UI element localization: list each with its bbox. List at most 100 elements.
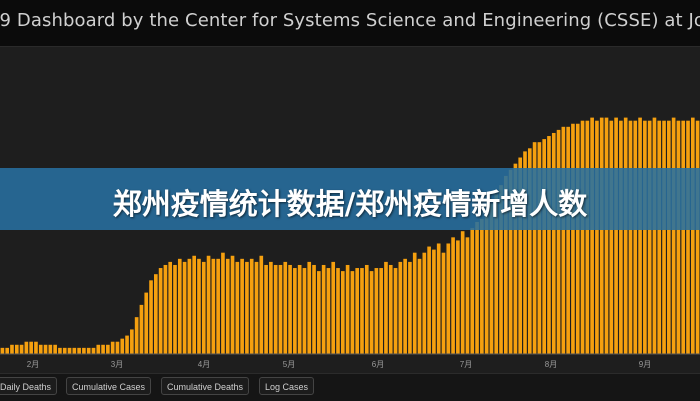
bar <box>475 221 479 354</box>
bar <box>317 271 321 354</box>
bar <box>441 252 446 354</box>
bar <box>432 249 436 354</box>
bar <box>331 261 336 354</box>
dashboard-title: ID-19 Dashboard by the Center for System… <box>0 10 700 31</box>
bar <box>34 341 38 354</box>
bar <box>590 117 594 354</box>
bar <box>393 268 398 354</box>
bar <box>542 139 546 354</box>
bar <box>269 261 273 354</box>
bar <box>614 117 618 354</box>
bar <box>585 120 590 355</box>
daily-cases-chart: 2月 3月 4月 5月 6月 7月 8月 9月 <box>0 117 700 369</box>
bar <box>106 344 110 354</box>
bar <box>115 341 120 354</box>
bar <box>456 240 460 354</box>
bar <box>173 264 177 354</box>
bar <box>638 117 642 354</box>
bar <box>48 344 53 354</box>
bar <box>19 344 24 354</box>
bar <box>77 347 81 354</box>
tab-daily-deaths[interactable]: Daily Deaths <box>0 377 58 395</box>
bar <box>336 268 340 354</box>
bar <box>177 258 182 354</box>
bar <box>460 231 465 354</box>
bar <box>120 338 125 354</box>
bar <box>125 335 129 354</box>
bar <box>523 151 527 354</box>
bar <box>0 347 5 354</box>
bar <box>547 136 551 354</box>
chart-tab-bar: Daily Deaths Cumulative Cases Cumulative… <box>0 373 700 401</box>
bar <box>513 163 518 354</box>
bar <box>398 261 403 354</box>
x-tick-label: 9月 <box>639 360 651 369</box>
bar <box>403 258 407 354</box>
bar <box>374 268 379 354</box>
bar <box>293 268 297 354</box>
bar <box>206 255 211 354</box>
bar <box>388 264 393 354</box>
bar <box>24 341 29 354</box>
bar <box>571 123 575 354</box>
bar <box>690 117 695 354</box>
bar <box>465 237 470 354</box>
bar <box>197 258 201 354</box>
bar <box>168 261 173 354</box>
bar <box>537 142 542 354</box>
bar <box>130 329 134 354</box>
bar <box>355 268 360 354</box>
bar <box>62 347 67 354</box>
bar <box>566 126 570 354</box>
bar <box>580 120 585 355</box>
bar <box>508 169 513 354</box>
bar <box>96 344 101 354</box>
bar <box>575 123 580 354</box>
bar <box>278 264 283 354</box>
bar <box>58 347 62 354</box>
bar <box>38 344 43 354</box>
bar <box>412 252 417 354</box>
bar <box>158 268 163 354</box>
banner-title: 郑州疫情统计数据/郑州疫情新增人数 <box>112 187 588 221</box>
bar <box>91 347 96 354</box>
bar <box>192 255 196 354</box>
bar <box>667 120 671 355</box>
x-tick-label: 5月 <box>283 360 295 369</box>
bar <box>408 261 412 354</box>
bar <box>163 264 168 354</box>
bar <box>633 120 638 355</box>
bar <box>345 264 350 354</box>
bar <box>216 258 220 354</box>
bar <box>187 258 192 354</box>
x-tick-label: 7月 <box>460 360 472 369</box>
tab-log-cases[interactable]: Log Cases <box>259 377 315 395</box>
bar <box>312 264 316 354</box>
bar <box>283 261 288 354</box>
bar <box>259 255 264 354</box>
bar <box>527 148 532 354</box>
bar <box>595 120 599 355</box>
bar <box>201 261 206 354</box>
bar <box>264 264 268 354</box>
bar <box>379 268 383 354</box>
bar <box>302 268 307 354</box>
bar <box>657 120 662 355</box>
bar <box>384 261 388 354</box>
bar <box>235 261 240 354</box>
bar <box>671 117 676 354</box>
bar <box>427 246 431 354</box>
bar <box>321 264 326 354</box>
bar <box>5 347 10 354</box>
bar <box>551 132 556 354</box>
bar <box>245 261 249 354</box>
tab-cumulative-deaths[interactable]: Cumulative Deaths <box>161 377 250 395</box>
bar <box>604 117 609 354</box>
bar <box>364 264 369 354</box>
bar <box>599 117 604 354</box>
bar <box>676 120 681 355</box>
bar <box>110 341 115 354</box>
bar <box>211 258 216 354</box>
tab-cumulative-cases[interactable]: Cumulative Cases <box>66 377 152 395</box>
bar <box>297 264 302 354</box>
